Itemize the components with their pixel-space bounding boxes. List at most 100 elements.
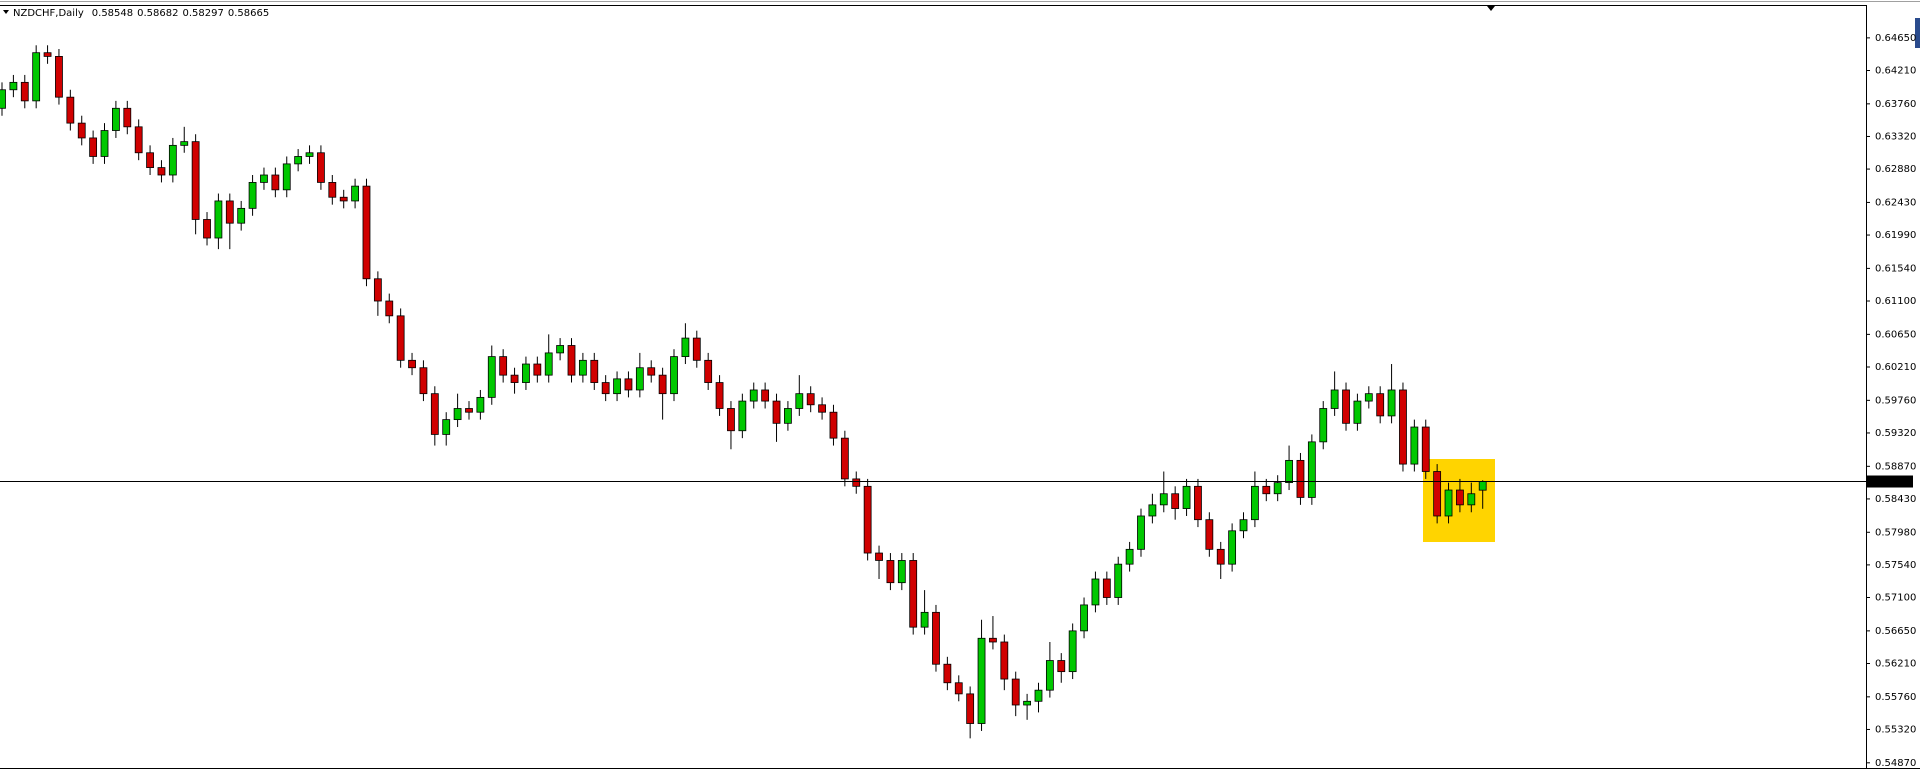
candle-body-up — [9, 81, 18, 91]
candle-body-down — [1296, 459, 1305, 498]
candle-body-down — [430, 393, 439, 435]
candle-body-up — [1080, 604, 1088, 632]
candle-body-down — [932, 611, 940, 665]
candle-body-down — [692, 337, 701, 361]
candle-body-up — [670, 356, 678, 395]
current-price-label: 0.58665 — [1870, 477, 1911, 488]
candle-body-down — [339, 196, 348, 202]
candle-body-up — [749, 389, 758, 402]
candle-body-down — [761, 389, 770, 402]
candle-body-up — [1034, 689, 1043, 702]
candle-body-down — [1262, 485, 1271, 495]
candle-body-down — [123, 107, 132, 128]
candle-body-down — [852, 478, 861, 487]
candle-body-up — [1387, 389, 1396, 417]
header-open: 0.58548 — [92, 8, 133, 19]
candle-body-up — [351, 185, 359, 202]
candle-body-up — [1285, 459, 1293, 484]
y-tick-label: 0.56650 — [1875, 626, 1916, 637]
y-tick-label: 0.56210 — [1875, 658, 1916, 669]
candle-body-down — [43, 52, 52, 57]
candle-body-down — [1376, 393, 1385, 417]
candle-body-down — [704, 359, 713, 383]
candle-body-down — [818, 404, 826, 413]
candle-body-up — [1307, 441, 1316, 498]
candle-body-down — [146, 152, 154, 168]
candle-body-up — [442, 419, 451, 435]
candle-body-down — [89, 137, 98, 157]
candle-body-down — [328, 182, 337, 198]
chart-shift-marker — [1487, 6, 1495, 11]
candle-body-down — [203, 219, 211, 239]
y-tick-label: 0.63760 — [1875, 99, 1916, 110]
candle-body-down — [191, 141, 200, 220]
y-tick-label: 0.62430 — [1875, 197, 1916, 208]
candle-body-up — [294, 156, 303, 165]
candle-body-down — [966, 693, 975, 724]
candle-body-down — [567, 345, 576, 376]
candle-body-up — [1114, 563, 1123, 598]
candle-body-up — [1410, 426, 1419, 465]
candle-body-down — [1102, 578, 1111, 598]
candle-body-up — [1353, 400, 1362, 424]
candle-body-up — [1148, 504, 1157, 517]
candle-body-up — [1068, 630, 1077, 673]
candle-body-down — [715, 382, 724, 409]
candle-body-down — [1057, 660, 1066, 673]
candle-body-up — [1228, 530, 1237, 565]
candle-body-up — [180, 141, 189, 146]
candle-body-up — [1091, 578, 1100, 606]
candle-body-down — [1433, 471, 1442, 517]
y-tick-label: 0.64650 — [1875, 33, 1916, 44]
symbol: NZDCHF,Daily — [13, 8, 84, 19]
candle-body-down — [863, 485, 872, 554]
y-tick-label: 0.58430 — [1875, 494, 1916, 505]
candle-body-down — [385, 300, 394, 317]
candle-body-up — [1137, 515, 1145, 550]
candle-body-up — [305, 152, 314, 157]
candle-body-down — [601, 382, 610, 395]
candle-body-up — [681, 337, 690, 358]
candle-body-down — [875, 552, 883, 561]
y-tick-label: 0.59320 — [1875, 428, 1916, 439]
candle-body-up — [0, 89, 6, 109]
y-tick-label: 0.58870 — [1875, 461, 1916, 472]
candle-body-up — [613, 378, 621, 395]
candle-body-up — [1467, 493, 1476, 506]
candle-body-up — [897, 560, 906, 584]
y-tick-label: 0.55320 — [1875, 724, 1916, 735]
candle-body-up — [260, 174, 268, 183]
candle-body-down — [396, 315, 405, 361]
candle-body-up — [282, 163, 291, 191]
y-tick-label: 0.64210 — [1875, 65, 1916, 76]
candle-body-down — [658, 374, 667, 395]
candle-body-up — [1330, 389, 1339, 409]
candle-body-down — [886, 560, 895, 584]
y-tick-label: 0.54870 — [1875, 758, 1916, 769]
candle-body-down — [419, 367, 428, 395]
candle-body-down — [225, 200, 234, 224]
candle-body-down — [840, 437, 849, 480]
candle-body-up — [977, 637, 986, 724]
candle-body-up — [578, 359, 587, 376]
candle-body-up — [112, 107, 120, 131]
candle-body-down — [134, 126, 143, 154]
candle-body-down — [1421, 426, 1430, 472]
candle-body-up — [920, 611, 929, 628]
y-tick-label: 0.57100 — [1875, 593, 1916, 604]
candle-body-down — [1194, 485, 1202, 521]
candle-body-up — [168, 144, 177, 176]
candle-body-up — [784, 408, 792, 424]
y-tick-label: 0.62880 — [1875, 164, 1916, 175]
candle-body-up — [738, 400, 747, 432]
y-tick-label: 0.63320 — [1875, 131, 1916, 142]
candle-body-up — [1239, 519, 1248, 532]
candle-body-up — [214, 200, 223, 239]
candle-body-down — [77, 122, 86, 139]
y-tick-label: 0.57540 — [1875, 560, 1916, 571]
candle-body-down — [499, 356, 508, 376]
candle-body-up — [635, 367, 644, 391]
candle-body-down — [909, 560, 918, 628]
candle-body-up — [1273, 482, 1282, 495]
